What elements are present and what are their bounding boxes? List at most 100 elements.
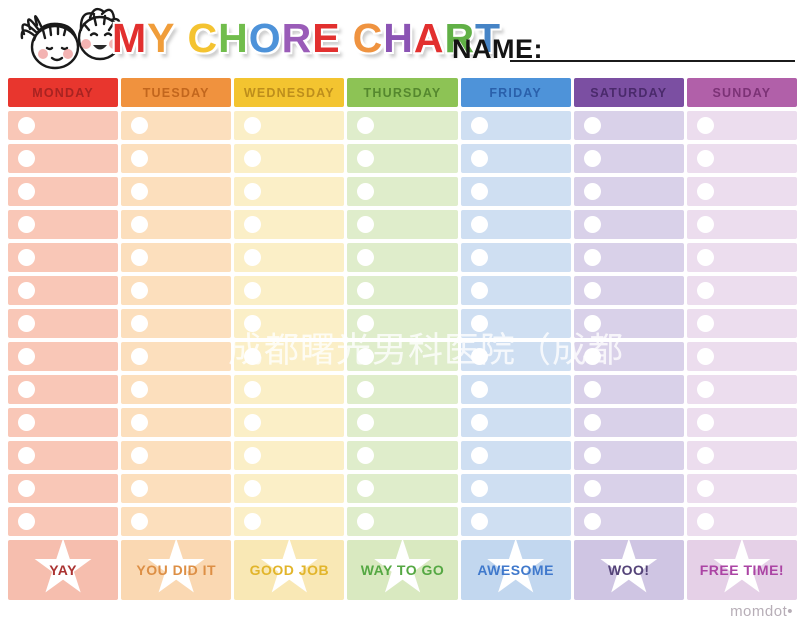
check-circle[interactable]	[357, 513, 375, 530]
chore-cell	[234, 375, 345, 404]
check-circle[interactable]	[357, 447, 375, 464]
check-circle[interactable]	[244, 183, 262, 200]
chore-cell	[460, 375, 571, 404]
check-circle[interactable]	[244, 216, 262, 233]
check-circle[interactable]	[18, 480, 35, 497]
check-circle[interactable]	[244, 249, 262, 266]
check-circle[interactable]	[696, 150, 714, 167]
check-circle[interactable]	[244, 513, 262, 530]
check-circle[interactable]	[583, 315, 601, 332]
check-circle[interactable]	[470, 348, 488, 365]
check-circle[interactable]	[131, 117, 149, 134]
check-circle[interactable]	[696, 447, 714, 464]
check-circle[interactable]	[357, 315, 375, 332]
check-circle[interactable]	[470, 282, 488, 299]
check-circle[interactable]	[18, 282, 35, 299]
check-circle[interactable]	[583, 249, 601, 266]
check-circle[interactable]	[696, 183, 714, 200]
check-circle[interactable]	[18, 381, 35, 398]
check-circle[interactable]	[357, 117, 375, 134]
check-circle[interactable]	[18, 513, 35, 530]
check-circle[interactable]	[696, 216, 714, 233]
check-circle[interactable]	[131, 480, 149, 497]
check-circle[interactable]	[18, 414, 35, 431]
check-circle[interactable]	[470, 150, 488, 167]
check-circle[interactable]	[244, 447, 262, 464]
check-circle[interactable]	[357, 282, 375, 299]
check-circle[interactable]	[470, 447, 488, 464]
check-circle[interactable]	[357, 381, 375, 398]
check-circle[interactable]	[18, 117, 35, 134]
check-circle[interactable]	[131, 348, 149, 365]
check-circle[interactable]	[696, 414, 714, 431]
check-circle[interactable]	[470, 315, 488, 332]
check-circle[interactable]	[357, 414, 375, 431]
star-icon: ★	[595, 540, 662, 600]
check-circle[interactable]	[18, 150, 35, 167]
check-circle[interactable]	[244, 282, 262, 299]
check-circle[interactable]	[583, 381, 601, 398]
check-circle[interactable]	[696, 249, 714, 266]
check-circle[interactable]	[470, 480, 488, 497]
check-circle[interactable]	[583, 150, 601, 167]
name-line[interactable]	[510, 60, 795, 62]
check-circle[interactable]	[470, 117, 488, 134]
check-circle[interactable]	[470, 381, 488, 398]
check-circle[interactable]	[357, 348, 375, 365]
check-circle[interactable]	[131, 150, 149, 167]
check-circle[interactable]	[470, 414, 488, 431]
check-circle[interactable]	[244, 381, 262, 398]
check-circle[interactable]	[470, 183, 488, 200]
kids-faces-illustration	[20, 7, 123, 70]
chore-cell	[686, 177, 797, 206]
check-circle[interactable]	[131, 381, 149, 398]
check-circle[interactable]	[583, 447, 601, 464]
check-circle[interactable]	[470, 216, 488, 233]
check-circle[interactable]	[696, 117, 714, 134]
check-circle[interactable]	[357, 150, 375, 167]
check-circle[interactable]	[244, 414, 262, 431]
check-circle[interactable]	[131, 315, 149, 332]
check-circle[interactable]	[131, 414, 149, 431]
check-circle[interactable]	[244, 117, 262, 134]
check-circle[interactable]	[583, 282, 601, 299]
check-circle[interactable]	[18, 183, 35, 200]
check-circle[interactable]	[696, 348, 714, 365]
check-circle[interactable]	[583, 117, 601, 134]
check-circle[interactable]	[131, 183, 149, 200]
check-circle[interactable]	[244, 480, 262, 497]
check-circle[interactable]	[470, 249, 488, 266]
check-circle[interactable]	[244, 150, 262, 167]
check-circle[interactable]	[583, 183, 601, 200]
check-circle[interactable]	[18, 447, 35, 464]
footer-cell-wednesday: ★ GOOD JOB	[234, 540, 345, 600]
check-circle[interactable]	[696, 315, 714, 332]
check-circle[interactable]	[131, 216, 149, 233]
check-circle[interactable]	[18, 216, 35, 233]
check-circle[interactable]	[696, 480, 714, 497]
check-circle[interactable]	[357, 480, 375, 497]
check-circle[interactable]	[18, 249, 35, 266]
check-circle[interactable]	[583, 348, 601, 365]
check-circle[interactable]	[583, 216, 601, 233]
check-circle[interactable]	[131, 249, 149, 266]
check-circle[interactable]	[696, 282, 714, 299]
check-circle[interactable]	[131, 282, 149, 299]
check-circle[interactable]	[357, 183, 375, 200]
check-circle[interactable]	[696, 381, 714, 398]
check-circle[interactable]	[131, 513, 149, 530]
star-icon: ★	[256, 540, 323, 600]
check-circle[interactable]	[357, 216, 375, 233]
check-circle[interactable]	[18, 315, 35, 332]
check-circle[interactable]	[244, 315, 262, 332]
check-circle[interactable]	[18, 348, 35, 365]
check-circle[interactable]	[583, 480, 601, 497]
check-circle[interactable]	[131, 447, 149, 464]
footer-label: AWESOME	[477, 562, 554, 578]
check-circle[interactable]	[583, 513, 601, 530]
check-circle[interactable]	[357, 249, 375, 266]
check-circle[interactable]	[470, 513, 488, 530]
check-circle[interactable]	[696, 513, 714, 530]
check-circle[interactable]	[583, 414, 601, 431]
check-circle[interactable]	[244, 348, 262, 365]
